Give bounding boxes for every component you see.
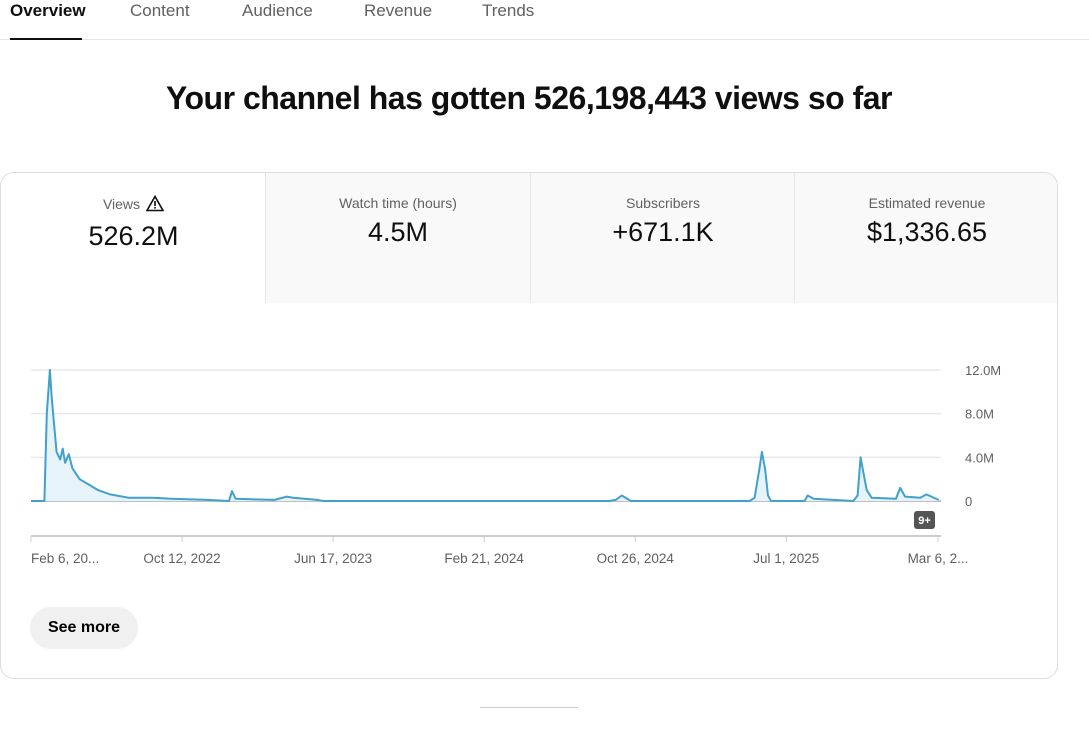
- x-tick-label: Mar 6, 2...: [908, 551, 969, 566]
- annotation-badge[interactable]: [914, 511, 935, 529]
- x-tick-label: Oct 12, 2022: [143, 551, 220, 566]
- x-tick-label: Feb 6, 20...: [31, 551, 99, 566]
- views-chart[interactable]: 0 4.0M 8.0M 12.0M Feb 6, 20... Oct 12, 2022 Ju…: [1, 353, 1057, 573]
- x-tick-label: Jul 1, 2025: [753, 551, 819, 566]
- x-tick-label: Jun 17, 2023: [294, 551, 372, 566]
- area-fill: [31, 370, 939, 501]
- tab-overview[interactable]: Overview: [10, 0, 86, 40]
- tab-audience[interactable]: Audience: [242, 1, 313, 20]
- metric-watch-time[interactable]: Watch time (hours) 4.5M: [265, 173, 530, 303]
- x-tick-label: Feb 21, 2024: [444, 551, 524, 566]
- metric-label: Views: [102, 196, 141, 212]
- page-title: Your channel has gotten 526,198,443 view…: [166, 80, 892, 116]
- y-tick-label: 12.0M: [965, 363, 1001, 378]
- tab-bar: Overview Content Audience Revenue Trends: [0, 0, 1089, 40]
- metric-value: 526.2M: [88, 221, 179, 251]
- tab-trends[interactable]: Trends: [482, 1, 535, 20]
- tab-content[interactable]: Content: [130, 1, 190, 20]
- see-more-button[interactable]: See more: [30, 607, 138, 649]
- metric-value: $1,336.65: [866, 217, 988, 247]
- y-tick-label: 8.0M: [965, 407, 994, 422]
- metric-value: 4.5M: [367, 217, 429, 247]
- metric-subscribers[interactable]: Subscribers +671.1K: [530, 173, 795, 303]
- metric-label: Subscribers: [626, 195, 700, 211]
- overview-card: Views 526.2M Watch time (hours) 4.5M Sub…: [0, 172, 1058, 679]
- warning-icon: [145, 194, 165, 215]
- views-line: [31, 369, 940, 502]
- metric-value: +671.1K: [612, 217, 714, 247]
- x-tick-label: Oct 26, 2024: [597, 551, 675, 566]
- y-tick-label: 4.0M: [965, 450, 994, 465]
- divider: [480, 707, 578, 708]
- metric-label: Watch time (hours): [339, 195, 457, 211]
- y-tick-label: 0: [965, 494, 972, 509]
- metric-views[interactable]: Views 526.2M: [1, 173, 266, 303]
- metric-revenue[interactable]: Estimated revenue $1,336.65: [794, 173, 1057, 303]
- tab-revenue[interactable]: Revenue: [364, 1, 433, 20]
- metric-label: Estimated revenue: [868, 195, 986, 211]
- annotation-badge-label: 9+: [918, 515, 931, 527]
